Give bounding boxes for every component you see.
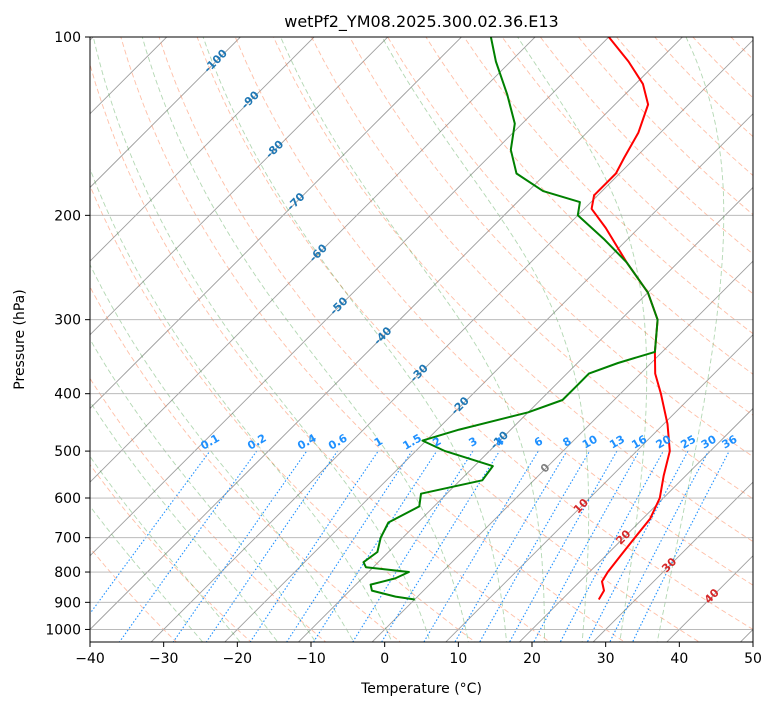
isotherm-lines bbox=[90, 37, 753, 642]
x-tick-label: −30 bbox=[149, 651, 179, 667]
dry-adiabat bbox=[90, 285, 402, 642]
dry-adiabat bbox=[387, 37, 753, 416]
moist-adiabat bbox=[202, 37, 507, 642]
isotherm-line bbox=[150, 39, 753, 642]
y-tick-label: 600 bbox=[54, 491, 81, 507]
y-tick-label: 100 bbox=[54, 30, 81, 46]
y-tick-label: 700 bbox=[54, 531, 81, 547]
dry-adiabat bbox=[311, 37, 753, 500]
dry-adiabat bbox=[120, 37, 626, 642]
x-tick-label: −10 bbox=[296, 651, 326, 667]
moist-adiabat bbox=[92, 37, 431, 642]
moist-adiabat bbox=[90, 263, 355, 642]
x-tick-label: 20 bbox=[523, 651, 541, 667]
isotherm-line bbox=[224, 113, 753, 642]
y-tick-label: 800 bbox=[54, 565, 81, 581]
x-axis: −40 −30 −20 −10 0 10 20 30 40 50 bbox=[75, 642, 762, 667]
isotherm-line bbox=[90, 37, 463, 410]
y-axis-title: Pressure (hPa) bbox=[12, 289, 28, 389]
dry-adiabat bbox=[349, 37, 753, 458]
isotherm-line bbox=[90, 37, 610, 557]
dry-adiabat bbox=[196, 37, 753, 630]
dry-adiabat bbox=[90, 547, 177, 642]
moist-adiabat bbox=[517, 37, 648, 642]
x-tick-label: −20 bbox=[223, 651, 253, 667]
dewpoint-line bbox=[362, 37, 659, 601]
y-tick-label: 900 bbox=[54, 595, 81, 611]
isotherm-line bbox=[90, 37, 684, 631]
y-tick-label: 500 bbox=[54, 444, 81, 460]
dry-adiabat bbox=[272, 37, 753, 543]
y-tick-label: 300 bbox=[54, 313, 81, 329]
dry-adiabat bbox=[90, 62, 551, 642]
x-tick-label: 50 bbox=[744, 651, 762, 667]
isotherm-line bbox=[90, 37, 242, 189]
moist-adiabat bbox=[381, 37, 590, 642]
isotherm-line bbox=[371, 260, 753, 642]
x-tick-label: −40 bbox=[75, 651, 105, 667]
y-tick-label: 200 bbox=[54, 208, 81, 224]
y-tick-label: 1000 bbox=[45, 622, 81, 638]
pressure-gridlines bbox=[90, 37, 753, 630]
moist-adiabat bbox=[280, 37, 545, 642]
isotherm-line bbox=[518, 407, 753, 642]
moist-adiabat bbox=[141, 37, 469, 642]
plot-area: -100-90-80-70-60-50-40-30-20-10010203040… bbox=[90, 37, 753, 642]
sounding-series bbox=[362, 37, 671, 601]
isotherm-line bbox=[90, 37, 536, 483]
isotherm-line bbox=[90, 37, 389, 336]
chart-title: wetPf2_YM08.2025.300.02.36.E13 bbox=[284, 12, 558, 32]
moist-adiabat bbox=[90, 338, 317, 642]
x-tick-label: 10 bbox=[449, 651, 467, 667]
plot-frame bbox=[89, 36, 754, 643]
moist-adiabat bbox=[90, 400, 279, 642]
dry-adiabat bbox=[463, 37, 753, 335]
dry-adiabat bbox=[158, 37, 701, 642]
x-tick-label: 0 bbox=[380, 651, 389, 667]
moist-adiabat bbox=[90, 505, 204, 642]
isotherm-line bbox=[445, 334, 753, 642]
moist-adiabat bbox=[656, 37, 725, 642]
x-tick-label: 30 bbox=[597, 651, 615, 667]
x-axis-title: Temperature (°C) bbox=[360, 681, 482, 697]
y-axis: 100 200 300 400 500 600 700 800 900 1000 bbox=[45, 30, 90, 638]
isotherm-line bbox=[90, 37, 315, 262]
moist-adiabat bbox=[90, 167, 393, 642]
isotherm-line bbox=[297, 186, 753, 642]
moist-adiabat-lines bbox=[90, 37, 725, 642]
isotherm-line bbox=[592, 481, 753, 642]
y-tick-label: 400 bbox=[54, 387, 81, 403]
dry-adiabat bbox=[90, 463, 252, 642]
dry-adiabat bbox=[501, 37, 753, 295]
x-tick-label: 40 bbox=[670, 651, 688, 667]
